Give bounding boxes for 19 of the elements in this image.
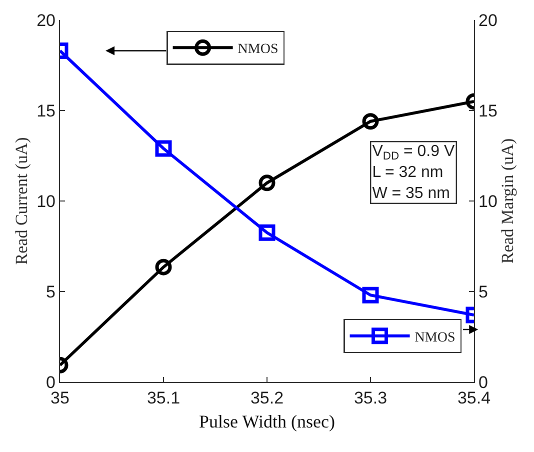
y-tick-label: 5 [46, 282, 56, 302]
y-tick-label: 10 [36, 192, 56, 211]
y2-tick-label: 5 [478, 282, 488, 302]
y2-axis-title: Read Margin (uA) [498, 138, 517, 264]
x-tick-label: 35.3 [354, 388, 388, 408]
y2-tick-label: 20 [478, 10, 498, 30]
legend-label: NMOS [414, 330, 456, 346]
y-axis-title: Read Current (uA) [12, 137, 32, 265]
y2-tick-label: 10 [478, 192, 498, 211]
point [258, 174, 276, 192]
annotation: V$_{DD}$ = 0.9 V L = 32 nm W = 35 nm [372, 143, 455, 202]
y-tick-label: 20 [36, 10, 56, 30]
y2-tick-label: 15 [478, 101, 498, 120]
x-tick-label: 35.2 [250, 388, 284, 408]
y-tick-label: 15 [36, 101, 56, 120]
x-axis-title: Pulse Width (nsec) [199, 412, 335, 432]
point [258, 224, 276, 241]
legend-label: NMOS [238, 42, 278, 58]
x-tick-label: 35.1 [146, 388, 180, 408]
